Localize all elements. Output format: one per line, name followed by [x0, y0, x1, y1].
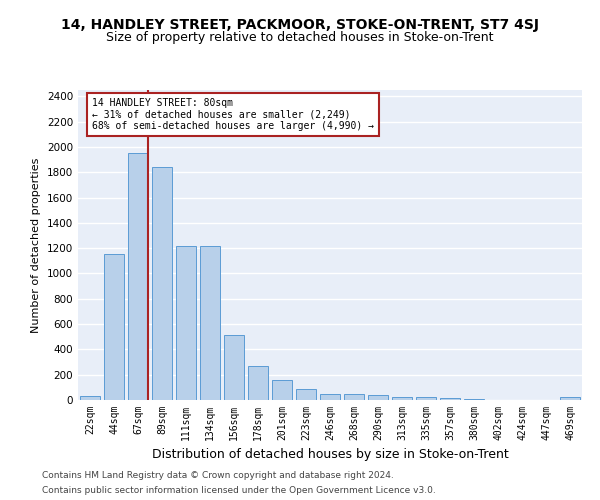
Bar	[80, 396, 100, 400]
Y-axis label: Number of detached properties: Number of detached properties	[31, 158, 41, 332]
Text: Size of property relative to detached houses in Stoke-on-Trent: Size of property relative to detached ho…	[106, 31, 494, 44]
X-axis label: Distribution of detached houses by size in Stoke-on-Trent: Distribution of detached houses by size …	[152, 448, 508, 462]
Text: 14, HANDLEY STREET, PACKMOOR, STOKE-ON-TRENT, ST7 4SJ: 14, HANDLEY STREET, PACKMOOR, STOKE-ON-T…	[61, 18, 539, 32]
Bar	[272, 380, 292, 400]
Bar	[320, 394, 340, 400]
Bar	[344, 394, 364, 400]
Bar	[296, 389, 316, 400]
Bar	[248, 366, 268, 400]
Bar	[104, 254, 124, 400]
Text: Contains public sector information licensed under the Open Government Licence v3: Contains public sector information licen…	[42, 486, 436, 495]
Bar	[200, 246, 220, 400]
Bar	[128, 154, 148, 400]
Bar	[560, 398, 580, 400]
Text: 14 HANDLEY STREET: 80sqm
← 31% of detached houses are smaller (2,249)
68% of sem: 14 HANDLEY STREET: 80sqm ← 31% of detach…	[92, 98, 374, 131]
Bar	[392, 398, 412, 400]
Bar	[152, 167, 172, 400]
Bar	[224, 336, 244, 400]
Bar	[440, 398, 460, 400]
Bar	[416, 397, 436, 400]
Bar	[368, 395, 388, 400]
Text: Contains HM Land Registry data © Crown copyright and database right 2024.: Contains HM Land Registry data © Crown c…	[42, 471, 394, 480]
Bar	[176, 246, 196, 400]
